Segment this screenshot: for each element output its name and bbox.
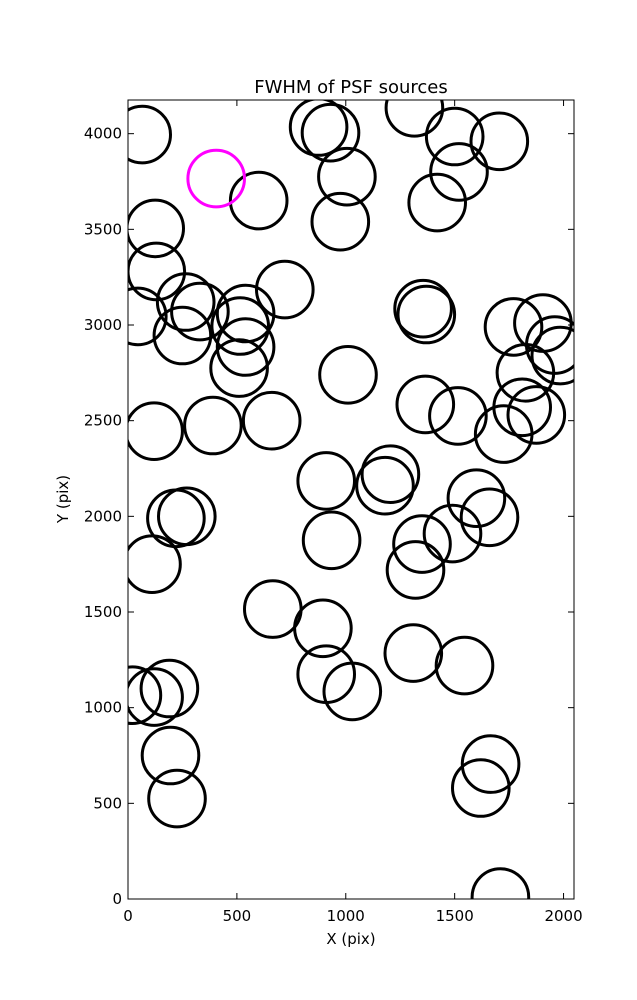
source-marker [228, 170, 289, 231]
y-tick-label: 500 [93, 794, 122, 812]
x-axis-label: X (pix) [326, 930, 375, 948]
source-marker [300, 102, 361, 163]
source-marker [422, 503, 483, 564]
plot-frame [127, 99, 575, 900]
plot-markers [128, 100, 574, 899]
source-marker [451, 758, 511, 818]
source-marker [242, 579, 303, 639]
source-marker [385, 540, 446, 600]
source-marker [296, 644, 357, 705]
source-marker [530, 325, 574, 386]
y-axis-ticks: 0 500 1000 1500 2000 2500 3000 3500 4000 [84, 125, 574, 908]
source-marker [128, 667, 184, 727]
source-marker [293, 598, 353, 659]
source-marker [210, 296, 270, 356]
source-marker [241, 390, 302, 451]
y-axis-label: Y (pix) [54, 475, 72, 524]
source-marker [157, 486, 217, 547]
source-marker [446, 468, 507, 529]
source-marker [147, 768, 207, 829]
source-marker [318, 345, 378, 405]
chart-title: FWHM of PSF sources [254, 77, 448, 98]
source-marker [209, 338, 269, 398]
x-tick-label: 1000 [327, 907, 365, 925]
source-marker [384, 100, 445, 138]
source-marker [128, 286, 168, 347]
source-marker [128, 241, 187, 302]
y-tick-label: 4000 [84, 125, 122, 143]
y-tick-label: 2000 [84, 507, 122, 525]
source-marker [495, 343, 556, 403]
x-tick-label: 0 [123, 907, 133, 925]
source-marker [483, 297, 544, 357]
source-marker [128, 198, 185, 259]
source-marker [170, 281, 230, 342]
source-marker [140, 725, 201, 786]
source-marker [360, 444, 421, 505]
source-marker [424, 106, 485, 167]
source-marker [146, 488, 206, 549]
source-marker [155, 272, 216, 332]
source-marker [470, 867, 531, 899]
y-tick-label: 0 [112, 890, 122, 908]
source-marker [428, 386, 488, 446]
source-marker [506, 385, 567, 445]
highlighted-source-marker [186, 148, 246, 209]
source-marker [288, 100, 349, 157]
x-tick-label: 500 [223, 907, 252, 925]
y-tick-label: 1500 [84, 603, 122, 621]
source-marker [355, 455, 415, 516]
source-marker [183, 395, 243, 456]
source-marker [255, 259, 315, 320]
source-marker [383, 623, 444, 683]
source-marker [434, 635, 495, 696]
source-marker [310, 191, 371, 252]
y-tick-label: 2500 [84, 412, 122, 430]
x-tick-label: 1500 [436, 907, 474, 925]
source-marker [393, 278, 453, 339]
source-marker [152, 305, 213, 366]
source-marker [128, 534, 182, 594]
x-axis-ticks: 0 500 1000 1500 2000 [123, 100, 583, 925]
source-marker [296, 451, 357, 511]
source-marker [322, 661, 383, 722]
source-marker [473, 404, 534, 464]
source-marker [396, 284, 457, 345]
source-marker [301, 510, 362, 571]
source-marker [395, 374, 456, 435]
y-tick-label: 1000 [84, 699, 122, 717]
y-tick-label: 3000 [84, 316, 122, 334]
source-marker [215, 317, 276, 377]
source-marker [128, 104, 172, 165]
x-tick-label: 2000 [544, 907, 582, 925]
source-marker [407, 172, 468, 233]
y-tick-label: 3500 [84, 220, 122, 238]
source-marker [128, 401, 184, 461]
source-marker [128, 665, 163, 725]
source-marker [429, 142, 489, 202]
source-marker [460, 734, 521, 794]
source-marker [392, 514, 452, 574]
source-marker [139, 658, 200, 719]
source-marker [469, 111, 530, 172]
source-marker [317, 146, 377, 207]
source-marker [459, 487, 520, 548]
